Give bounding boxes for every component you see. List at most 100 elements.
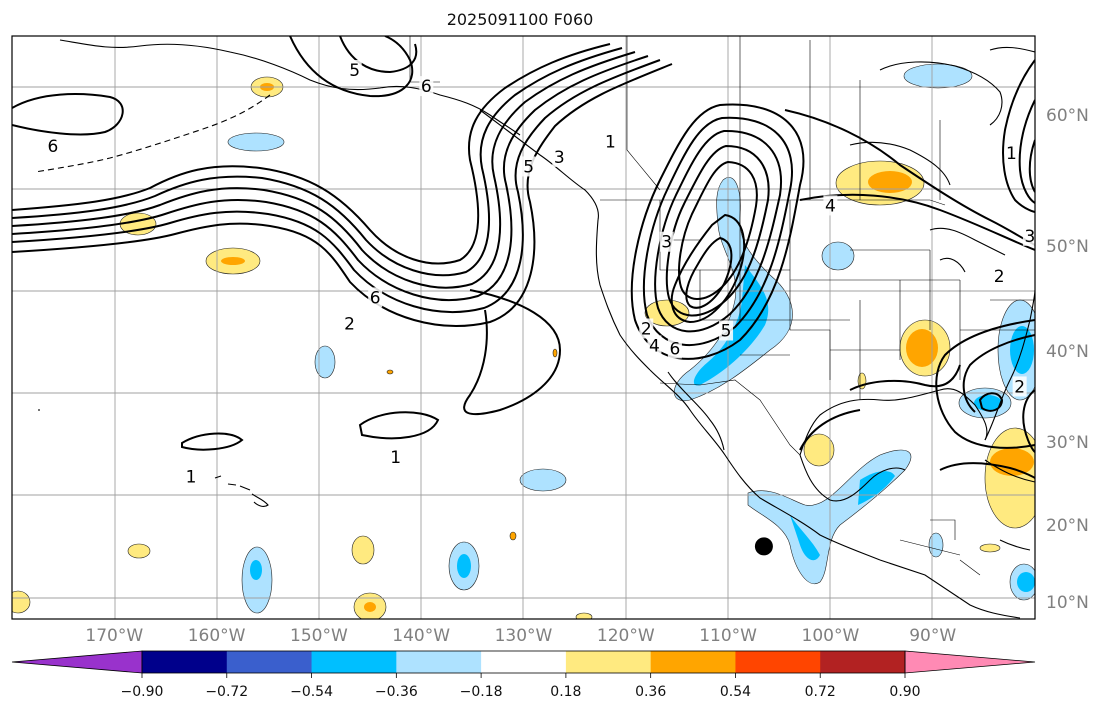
coast-alaska bbox=[59, 39, 521, 136]
contour-ring-4 bbox=[665, 144, 770, 317]
contour-label-bg bbox=[45, 135, 60, 156]
contour-ring-7 bbox=[685, 236, 733, 309]
colorbar-tick-label: 0.54 bbox=[719, 684, 752, 700]
border-us-states-2 bbox=[660, 239, 1035, 356]
colorbar-tick-label: −0.36 bbox=[374, 684, 418, 700]
contour-southeast-2 bbox=[962, 334, 1035, 413]
contour-label: 6 bbox=[370, 288, 381, 308]
colorbar-segment bbox=[142, 651, 228, 673]
coast-hispaniola bbox=[999, 539, 1031, 551]
warm-anomaly-small bbox=[12, 590, 31, 614]
colorbar-segment bbox=[396, 651, 482, 673]
warm-anomaly-small bbox=[552, 348, 558, 358]
gridlines bbox=[12, 36, 1035, 619]
contour-label-bg bbox=[419, 76, 434, 97]
coast-gulf-of-mexico bbox=[799, 388, 988, 456]
lon-tick-label: 130°W bbox=[494, 626, 553, 646]
contour-label: 6 bbox=[48, 137, 59, 157]
contour-high-aleutian bbox=[12, 93, 124, 136]
cold-anomaly-core bbox=[693, 265, 769, 386]
contour-label-bg bbox=[388, 447, 403, 468]
coast-us-east bbox=[984, 289, 1035, 441]
warm-anomaly-small bbox=[386, 369, 394, 375]
coast-hawaii bbox=[214, 475, 269, 507]
contour-label-bg bbox=[639, 318, 654, 339]
contour-label: 5 bbox=[349, 61, 360, 81]
coast-lake-michigan bbox=[939, 257, 966, 273]
coast-us-west bbox=[595, 219, 651, 371]
contour-label-bg bbox=[368, 287, 383, 308]
contour-northeast-5 bbox=[1028, 139, 1035, 193]
contour-label: 1 bbox=[186, 467, 197, 487]
colorbar-extend-min bbox=[11, 650, 143, 674]
contour-caribbean bbox=[939, 462, 1035, 479]
cold-anomaly-core bbox=[790, 515, 820, 561]
contour-ring-2 bbox=[642, 116, 793, 347]
cold-anomaly-small bbox=[928, 532, 944, 558]
contour-label: 2 bbox=[344, 314, 355, 334]
contour-southeast-3 bbox=[1022, 389, 1035, 453]
border-us-mexico bbox=[659, 379, 801, 456]
contour-wave-1 bbox=[12, 43, 611, 265]
cold-anomaly-hudson bbox=[903, 63, 973, 89]
contour-ring-5 bbox=[678, 160, 758, 300]
cold-anomaly-core bbox=[1017, 572, 1035, 592]
coast-great-lakes bbox=[929, 227, 1006, 256]
warm-anomaly-small bbox=[575, 612, 593, 619]
warm-anomaly-california bbox=[644, 299, 690, 327]
map-title: 2025091100 F060 bbox=[446, 10, 594, 29]
contour-wave-5 bbox=[12, 59, 661, 313]
colorbar-tick-label: −0.90 bbox=[120, 684, 164, 700]
contour-label-bg bbox=[659, 231, 674, 252]
border-us-canada bbox=[600, 199, 946, 206]
lon-tick-label: 140°W bbox=[392, 626, 451, 646]
warm-anomaly-small bbox=[979, 543, 1001, 553]
colorbar-extend-max bbox=[904, 650, 1036, 674]
contour-northeast-3 bbox=[1002, 59, 1035, 213]
lat-tick-label: 20°N bbox=[1046, 515, 1089, 536]
cold-anomaly-core bbox=[250, 560, 262, 580]
colorbar-tick-label: 0.36 bbox=[635, 684, 667, 700]
contour-northeast-4 bbox=[1018, 99, 1035, 204]
border-central-america bbox=[899, 519, 981, 576]
lon-tick-label: 150°W bbox=[290, 626, 348, 646]
warm-anomaly-small bbox=[509, 531, 517, 541]
lon-tick-label: 170°W bbox=[85, 626, 144, 646]
warm-anomaly-core bbox=[906, 329, 938, 367]
contour-label-bg bbox=[667, 338, 682, 359]
coast-mexico-pacific bbox=[649, 369, 881, 561]
warm-anomaly-core bbox=[990, 448, 1034, 476]
contour-label-bg bbox=[603, 131, 618, 152]
contour-northeast-1 bbox=[784, 109, 1035, 246]
lon-tick-label: 110°W bbox=[699, 626, 757, 646]
colorbar-segment bbox=[565, 651, 652, 673]
lat-tick-label: 60°N bbox=[1046, 105, 1089, 126]
contour-label-bg bbox=[342, 313, 357, 334]
warm-anomaly-atlantic bbox=[984, 427, 1035, 529]
coast-labrador bbox=[989, 46, 1035, 53]
contour-northeast-2 bbox=[799, 193, 1035, 251]
contour-southeast-1 bbox=[935, 319, 1035, 449]
contour-label-bg bbox=[1012, 376, 1027, 397]
contour-mexico bbox=[799, 409, 861, 451]
colorbar-segment bbox=[735, 651, 821, 673]
location-marker-dot bbox=[754, 537, 773, 556]
contour-label: 3 bbox=[1024, 227, 1035, 247]
contour-label-bg bbox=[1022, 225, 1035, 246]
contour-label: 1 bbox=[390, 448, 401, 468]
contour-wave-3 bbox=[12, 51, 636, 289]
contour-label: 1 bbox=[605, 133, 616, 153]
contour-label: 2 bbox=[641, 319, 652, 339]
cold-anomaly-hawaii-south bbox=[241, 546, 273, 614]
lat-tick-label: 10°N bbox=[1046, 592, 1089, 613]
coast-gulf-california bbox=[667, 371, 725, 451]
contour-wave-6 bbox=[12, 63, 673, 327]
lon-tick-label: 100°W bbox=[801, 626, 860, 646]
contour-alaska-low-1 bbox=[289, 36, 414, 98]
colorbar-tick-label: 0.90 bbox=[889, 684, 921, 700]
contour-trough bbox=[463, 289, 562, 416]
coastlines bbox=[34, 39, 1035, 619]
contour-label-bg bbox=[552, 146, 567, 167]
